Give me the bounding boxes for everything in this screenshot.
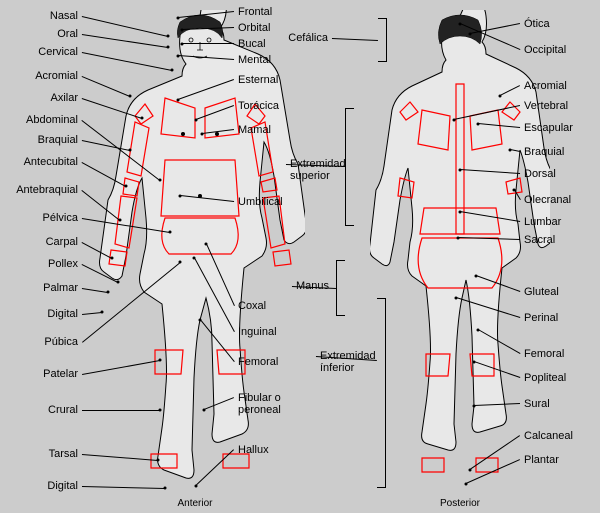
label-abdominal: Abdominal — [26, 114, 78, 126]
bracket-extremidad-superior — [345, 108, 354, 226]
label-palmar: Palmar — [43, 282, 78, 294]
label-cervical: Cervical — [38, 46, 78, 58]
bracket-cefalica — [378, 18, 387, 62]
label-braquial2: Braquial — [524, 146, 564, 158]
label-acromial2: Acromial — [524, 80, 567, 92]
label-perinal: Perinal — [524, 312, 558, 324]
label-occipital: Occipital — [524, 44, 566, 56]
label-toracica: Torácica — [238, 100, 279, 112]
label-inguinal: Inguinal — [238, 326, 277, 338]
label-ext-inf: Extremidadínferior — [320, 350, 376, 374]
label-sural: Sural — [524, 398, 550, 410]
label-mamal: Mamal — [238, 124, 271, 136]
label-antecubital: Antecubital — [24, 156, 78, 168]
label-escapular: Escapular — [524, 122, 573, 134]
label-calcaneal: Calcaneal — [524, 430, 573, 442]
label-plantar: Plantar — [524, 454, 559, 466]
label-carpal: Carpal — [46, 236, 78, 248]
bracket-extremidad-inferior — [377, 298, 386, 488]
label-esternal: Esternal — [238, 74, 278, 86]
label-umbilical: Umbilical — [238, 196, 283, 208]
label-femoral: Femoral — [238, 356, 278, 368]
label-acromial: Acromial — [35, 70, 78, 82]
label-coxal: Coxal — [238, 300, 266, 312]
bracket-manus — [336, 260, 345, 316]
posterior-svg — [370, 10, 550, 500]
posterior-figure — [370, 10, 550, 500]
label-digital2: Digital — [47, 480, 78, 492]
label-orbital: Orbital — [238, 22, 270, 34]
caption-anterior: Anterior — [165, 498, 225, 509]
label-antebraquial: Antebraquial — [16, 184, 78, 196]
label-oral: Oral — [57, 28, 78, 40]
label-digital: Digital — [47, 308, 78, 320]
label-vertebral: Vertebral — [524, 100, 568, 112]
label-pollex: Pollex — [48, 258, 78, 270]
caption-posterior: Posterior — [430, 498, 490, 509]
label-otica: Ótica — [524, 18, 550, 30]
label-gluteal: Gluteal — [524, 286, 559, 298]
label-frontal: Frontal — [238, 6, 272, 18]
label-axilar: Axilar — [50, 92, 78, 104]
label-dorsal: Dorsal — [524, 168, 556, 180]
label-bucal: Bucal — [238, 38, 266, 50]
label-cefalica: Cefálica — [288, 32, 328, 44]
label-tarsal: Tarsal — [49, 448, 78, 460]
label-crural: Crural — [48, 404, 78, 416]
label-lumbar: Lumbar — [524, 216, 561, 228]
label-ext-sup: Extremidadsuperior — [290, 158, 346, 182]
label-nasal: Nasal — [50, 10, 78, 22]
label-femoral2: Femoral — [524, 348, 564, 360]
label-fibular: Fibular operoneal — [238, 392, 281, 416]
label-braquial: Braquial — [38, 134, 78, 146]
label-sacral: Sacral — [524, 234, 555, 246]
label-olecranal: Olecranal — [524, 194, 571, 206]
label-pelvica: Pélvica — [43, 212, 78, 224]
label-popliteal: Popliteal — [524, 372, 566, 384]
label-pubica: Púbica — [44, 336, 78, 348]
label-patelar: Patelar — [43, 368, 78, 380]
label-mental: Mental — [238, 54, 271, 66]
label-hallux: Hallux — [238, 444, 269, 456]
